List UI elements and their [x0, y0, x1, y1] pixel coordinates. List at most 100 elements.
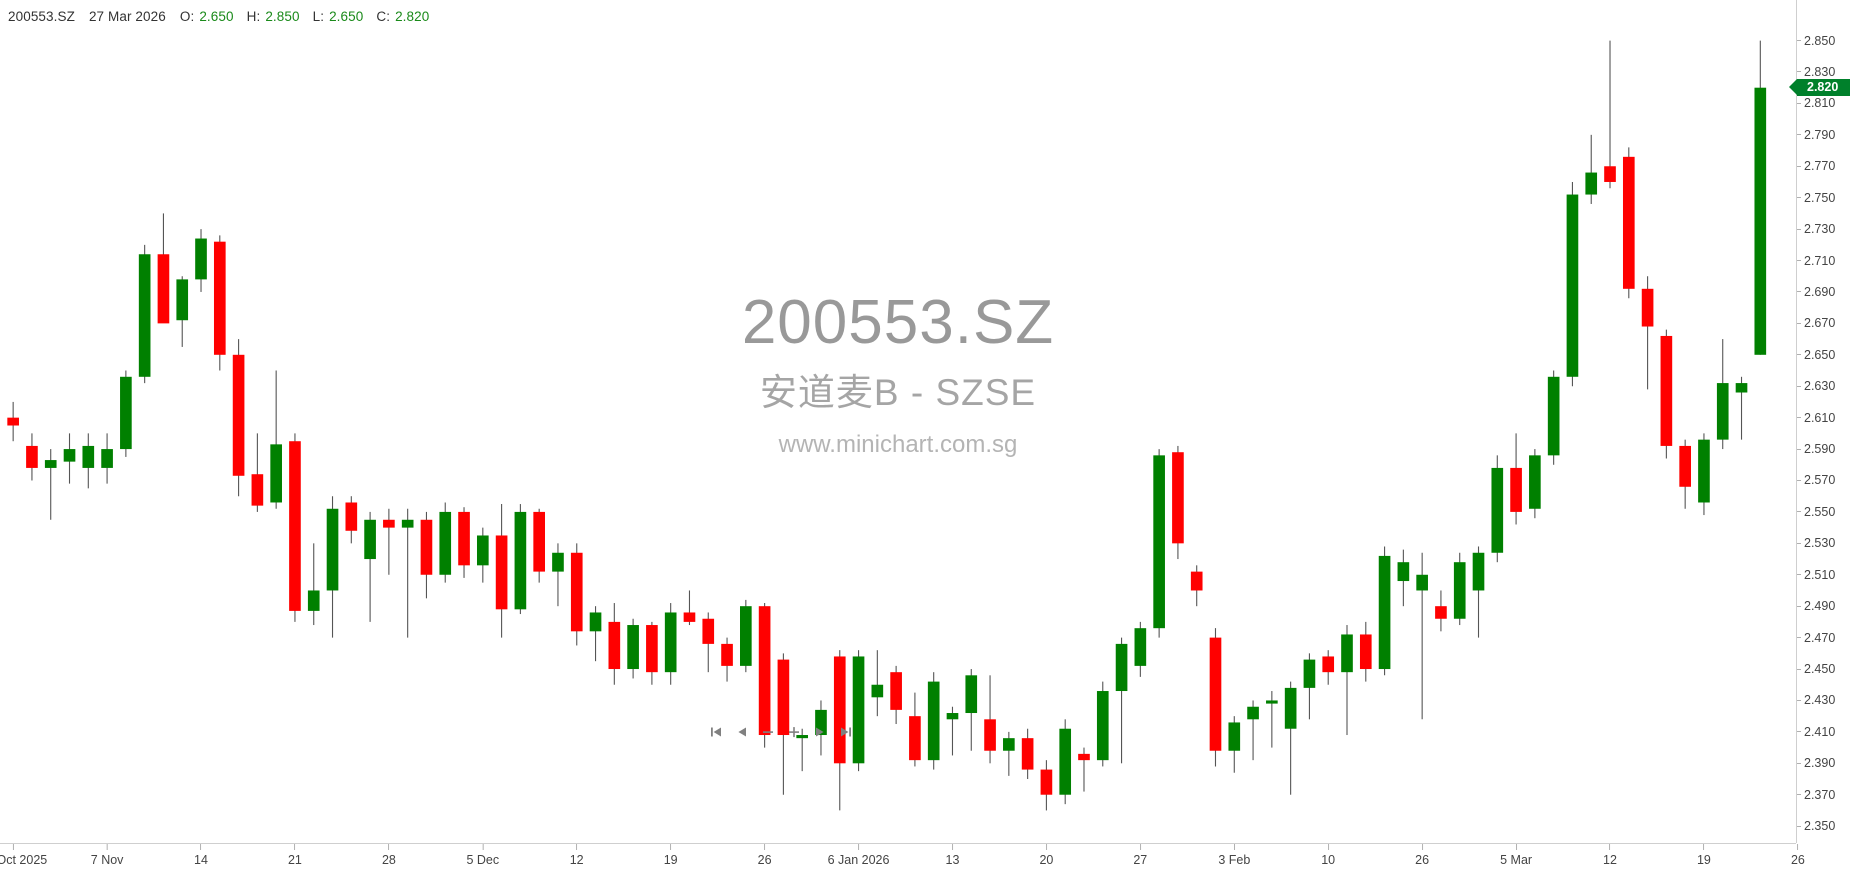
legend-symbol: 200553.SZ: [8, 8, 75, 24]
date-tick-mark: [200, 844, 202, 850]
date-tick-mark: [670, 844, 672, 850]
date-tick-label: 13: [945, 853, 960, 867]
date-tick-label: 26: [1790, 853, 1805, 867]
date-tick-label: 6 Jan 2026: [827, 853, 890, 867]
price-axis[interactable]: 2.850 2.830 2.810 2.790 2.770 2.750 2.730 2.710…: [1789, 0, 1850, 843]
price-tick-label: 2.390: [1797, 756, 1835, 770]
price-tick-label: 2.590: [1797, 442, 1835, 456]
go-to-last-button[interactable]: [836, 722, 856, 742]
legend-date: 27 Mar 2026: [88, 8, 166, 24]
play-forward-icon: [816, 727, 824, 737]
plus-icon: [789, 727, 799, 738]
step-back-button[interactable]: [732, 722, 752, 742]
date-tick-label: 10: [1321, 853, 1336, 867]
date-tick-mark: [857, 844, 859, 850]
date-tick-label: 12: [1603, 853, 1617, 867]
date-tick: 19: [664, 844, 678, 867]
date-tick: 14: [194, 844, 208, 867]
date-tick-label: 26: [1415, 853, 1430, 867]
ohlc-legend: 200553.SZ 27 Mar 2026 O: 2.650 H: 2.850 …: [8, 7, 429, 25]
price-tick-label: 2.650: [1797, 348, 1835, 362]
legend-low-value: 2.650: [329, 8, 364, 24]
legend-close-label: C:: [376, 8, 391, 24]
date-tick-label: 27: [1133, 853, 1148, 867]
price-tick-label: 2.630: [1797, 379, 1835, 393]
date-tick: 26: [1791, 844, 1805, 867]
date-tick-mark: [1327, 844, 1329, 850]
date-tick: 26: [1415, 844, 1429, 867]
zoom-in-button[interactable]: [784, 722, 804, 742]
date-tick: 6 Jan 2026: [827, 844, 890, 867]
date-tick-label: 31 Oct 2025: [0, 853, 48, 867]
date-tick: 21: [288, 844, 302, 867]
date-tick-mark: [576, 844, 578, 850]
price-tick-label: 2.790: [1797, 128, 1835, 142]
price-tick-label: 2.410: [1797, 725, 1835, 739]
date-tick-label: 21: [287, 853, 302, 867]
chart-navigation-toolbar[interactable]: [706, 722, 856, 742]
price-tick-label: 2.830: [1797, 65, 1835, 79]
current-price-badge: 2.820: [1789, 79, 1850, 97]
date-tick-mark: [1797, 844, 1799, 850]
price-tick-label: 2.670: [1797, 316, 1835, 330]
date-tick-label: 28: [381, 853, 396, 867]
zoom-out-button[interactable]: [758, 722, 778, 742]
date-tick-label: 20: [1039, 853, 1054, 867]
date-tick: 7 Nov: [90, 844, 124, 867]
price-tick-label: 2.750: [1797, 191, 1835, 205]
date-tick-label: 19: [663, 853, 678, 867]
legend-close-value: 2.820: [395, 8, 430, 24]
price-tick-label: 2.530: [1797, 536, 1835, 550]
date-tick-label: 3 Feb: [1218, 853, 1251, 867]
minus-icon: [763, 731, 773, 733]
price-tick-label: 2.710: [1797, 254, 1835, 268]
play-back-icon: [738, 727, 746, 737]
step-forward-button[interactable]: [810, 722, 830, 742]
date-tick: 12: [1603, 844, 1617, 867]
date-tick-label: 26: [757, 853, 772, 867]
legend-high-value: 2.850: [265, 8, 300, 24]
date-tick: 10: [1321, 844, 1335, 867]
date-tick-mark: [12, 844, 14, 850]
date-tick-mark: [1421, 844, 1423, 850]
skip-forward-icon: [841, 727, 851, 737]
date-tick: 3 Feb: [1218, 844, 1250, 867]
chart-plot-area[interactable]: 200553.SZ 安道麦B - SZSE www.minichart.com.…: [0, 28, 1796, 834]
skip-back-icon: [711, 727, 721, 737]
date-tick-mark: [1233, 844, 1235, 850]
price-tick-label: 2.570: [1797, 473, 1835, 487]
price-tick-label: 2.690: [1797, 285, 1835, 299]
legend-low-label: L:: [312, 8, 325, 24]
date-tick-mark: [1609, 844, 1611, 850]
date-tick-label: 19: [1696, 853, 1711, 867]
date-tick: 27: [1133, 844, 1147, 867]
date-tick-label: 5 Dec: [466, 853, 500, 867]
price-tick-label: 2.430: [1797, 693, 1835, 707]
date-tick-mark: [764, 844, 766, 850]
date-tick-mark: [1139, 844, 1141, 850]
date-axis[interactable]: 31 Oct 2025 7 Nov 14 21 28 5 Dec 12 19 26 6 Jan 2…: [0, 843, 1805, 874]
date-tick: 28: [382, 844, 396, 867]
go-to-first-button[interactable]: [706, 722, 726, 742]
price-tick-label: 2.510: [1797, 568, 1835, 582]
date-tick-label: 7 Nov: [90, 853, 124, 867]
date-tick-mark: [388, 844, 390, 850]
price-tick-label: 2.770: [1797, 159, 1835, 173]
date-tick: 20: [1039, 844, 1053, 867]
price-tick-label: 2.730: [1797, 222, 1835, 236]
date-tick-mark: [952, 844, 953, 850]
price-tick-label: 2.810: [1797, 96, 1835, 110]
date-tick: 5 Mar: [1500, 844, 1532, 867]
date-tick-label: 14: [194, 853, 208, 867]
date-tick-label: 5 Mar: [1500, 853, 1533, 867]
date-tick-mark: [1045, 844, 1047, 850]
price-tick-label: 2.610: [1797, 411, 1835, 425]
price-tick-label: 2.550: [1797, 505, 1835, 519]
date-tick: 13: [945, 844, 960, 867]
price-tick-label: 2.850: [1797, 34, 1835, 48]
date-tick-mark: [294, 844, 296, 850]
date-tick-mark: [106, 844, 108, 850]
price-tick-label: 2.350: [1797, 819, 1835, 833]
date-tick: 19: [1697, 844, 1711, 867]
